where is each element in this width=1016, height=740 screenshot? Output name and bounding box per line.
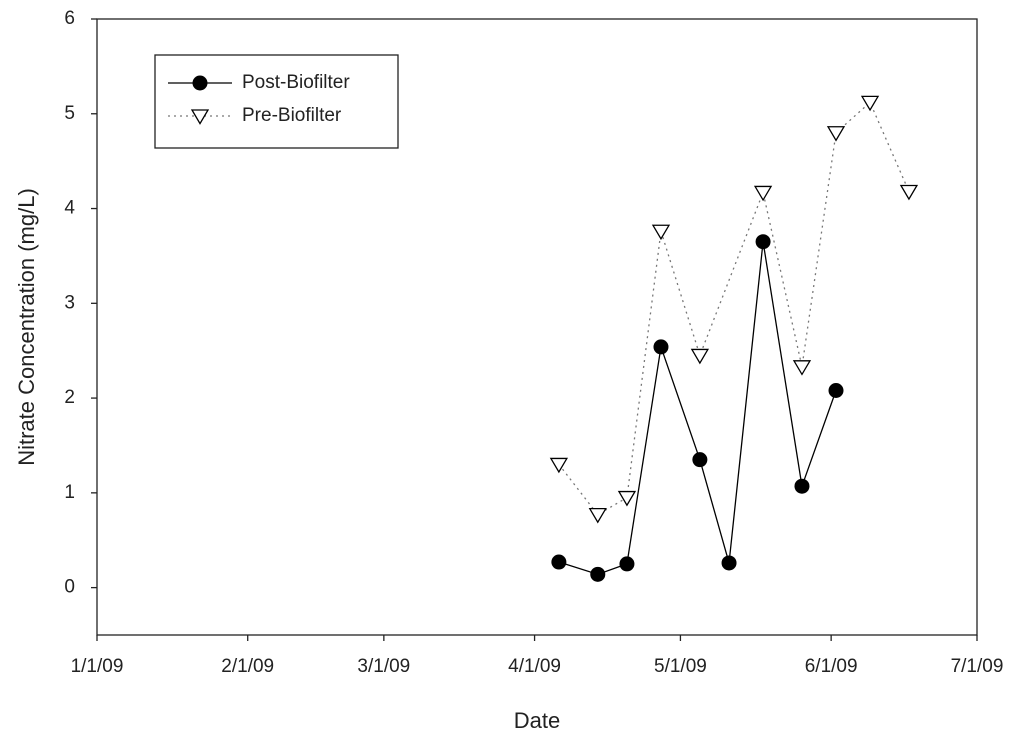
data-point: [651, 224, 671, 241]
legend-label: Pre-Biofilter: [242, 105, 342, 126]
x-tick-label: 2/1/09: [221, 656, 274, 677]
data-point: [590, 566, 606, 582]
legend-label: Post-Biofilter: [242, 72, 350, 93]
data-point: [690, 348, 710, 365]
plot-frame: [96, 18, 978, 636]
data-point: [828, 382, 844, 398]
data-point: [753, 185, 773, 202]
data-point: [860, 95, 880, 112]
y-tick-label: 0: [64, 577, 75, 598]
x-tick-label: 3/1/09: [357, 656, 410, 677]
x-tick-label: 5/1/09: [654, 656, 707, 677]
x-tick-label: 6/1/09: [805, 656, 858, 677]
data-point: [721, 555, 737, 571]
x-tick-label: 7/1/09: [951, 656, 1004, 677]
data-point: [551, 554, 567, 570]
y-tick-label: 2: [64, 387, 75, 408]
x-tick-label: 4/1/09: [508, 656, 561, 677]
y-tick-label: 3: [64, 292, 75, 313]
legend-marker: [190, 109, 210, 125]
data-point: [899, 184, 919, 201]
data-point: [794, 478, 810, 494]
y-tick-label: 4: [64, 198, 75, 219]
data-point: [826, 126, 846, 142]
data-point: [617, 490, 637, 507]
series-line: [558, 241, 837, 576]
y-axis-label: Nitrate Concentration (mg/L): [14, 188, 39, 466]
x-axis-label: Date: [514, 708, 560, 733]
data-point: [549, 457, 569, 474]
data-point: [755, 234, 771, 250]
data-point: [792, 360, 812, 376]
data-point: [653, 339, 669, 355]
legend-box: [154, 54, 399, 149]
data-point: [588, 507, 607, 524]
y-tick-label: 6: [64, 8, 75, 29]
x-tick-label: 1/1/09: [71, 656, 124, 677]
y-tick-label: 1: [64, 482, 75, 503]
series-line: [558, 101, 910, 516]
data-point: [619, 556, 635, 572]
legend-marker: [192, 75, 208, 91]
data-point: [692, 452, 708, 468]
y-tick-label: 5: [64, 103, 75, 124]
